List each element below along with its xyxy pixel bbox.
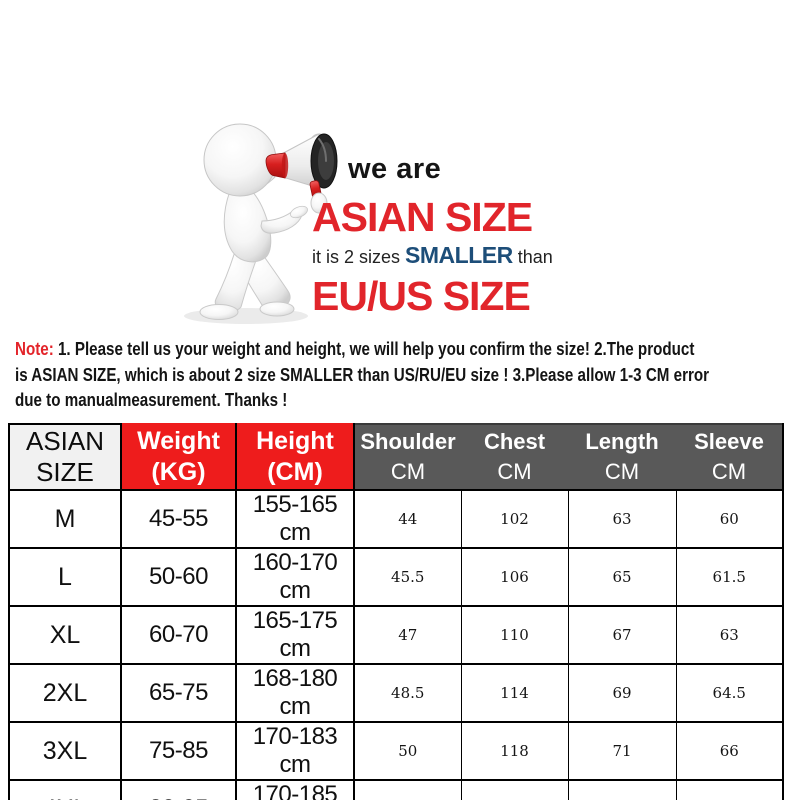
table-row: XL 60-70 165-175 cm 47 110 67 63: [8, 605, 784, 665]
table-header-row: ASIAN SIZE Weight (KG) Height (CM) Shoulder…: [8, 423, 784, 491]
note-label: Note:: [15, 338, 54, 359]
table-row: 4XL 80-95 170-185 cm 51.5 122 73 67.5: [8, 779, 784, 800]
size-cell: M: [8, 489, 122, 549]
weight-cell: 75-85: [120, 721, 237, 781]
table-row: L 50-60 160-170 cm 45.5 106 65 61.5: [8, 547, 784, 607]
col-header-asian-size: ASIAN SIZE: [8, 423, 122, 491]
size-table: ASIAN SIZE Weight (KG) Height (CM) Shoulder…: [8, 423, 784, 800]
sleeve-cell: 60: [675, 489, 784, 549]
hero-subtitle-emphasis: SMALLER: [405, 242, 513, 268]
hero-headline-asian-size: ASIAN SIZE: [312, 194, 533, 240]
weight-cell: 45-55: [120, 489, 237, 549]
shoulder-cell: 44: [353, 489, 462, 549]
shoulder-cell: 45.5: [353, 547, 462, 607]
col-header-length: Length CM: [568, 423, 676, 491]
sleeve-cell: 64.5: [675, 663, 784, 723]
chest-cell: 118: [460, 721, 569, 781]
table-row: 3XL 75-85 170-183 cm 50 118 71 66: [8, 721, 784, 781]
chest-cell: 122: [460, 779, 569, 800]
weight-cell: 65-75: [120, 663, 237, 723]
col-header-shoulder: Shoulder CM: [353, 423, 461, 491]
height-cell: 160-170 cm: [235, 547, 355, 607]
hero-headline-euus-size: EU/US SIZE: [312, 273, 531, 319]
chest-cell: 110: [460, 605, 569, 665]
col-header-chest: Chest CM: [461, 423, 568, 491]
shoulder-cell: 48.5: [353, 663, 462, 723]
hero-subtitle-suffix: than: [512, 247, 553, 267]
chest-cell: 114: [460, 663, 569, 723]
col-header-weight: Weight (KG): [120, 423, 237, 491]
weight-cell: 80-95: [120, 779, 237, 800]
hero-subtitle: it is 2 sizes SMALLER than: [312, 242, 612, 270]
sizing-note: Note: 1. Please tell us your weight and …: [15, 336, 799, 413]
col-header-sleeve: Sleeve CM: [676, 423, 784, 491]
sleeve-cell: 66: [675, 721, 784, 781]
length-cell: 69: [567, 663, 677, 723]
size-cell: 4XL: [8, 779, 122, 800]
height-cell: 170-185 cm: [235, 779, 355, 800]
length-cell: 63: [567, 489, 677, 549]
shoulder-cell: 51.5: [353, 779, 462, 800]
table-row: 2XL 65-75 168-180 cm 48.5 114 69 64.5: [8, 663, 784, 723]
height-cell: 155-165 cm: [235, 489, 355, 549]
hero-banner: we are ASIAN SIZE it is 2 sizes SMALLER …: [312, 152, 612, 319]
weight-cell: 50-60: [120, 547, 237, 607]
length-cell: 73: [567, 779, 677, 800]
size-cell: 3XL: [8, 721, 122, 781]
size-cell: 2XL: [8, 663, 122, 723]
length-cell: 67: [567, 605, 677, 665]
size-cell: L: [8, 547, 122, 607]
table-row: M 45-55 155-165 cm 44 102 63 60: [8, 489, 784, 549]
sleeve-cell: 67.5: [675, 779, 784, 800]
height-cell: 170-183 cm: [235, 721, 355, 781]
weight-cell: 60-70: [120, 605, 237, 665]
height-cell: 165-175 cm: [235, 605, 355, 665]
note-line-1: Note: 1. Please tell us your weight and …: [15, 338, 695, 359]
note-line-2: is ASIAN SIZE, which is about 2 size SMA…: [15, 363, 710, 385]
sleeve-cell: 61.5: [675, 547, 784, 607]
shoulder-cell: 50: [353, 721, 462, 781]
hero-kicker: we are: [348, 153, 442, 185]
height-cell: 168-180 cm: [235, 663, 355, 723]
length-cell: 65: [567, 547, 677, 607]
shoulder-cell: 47: [353, 605, 462, 665]
length-cell: 71: [567, 721, 677, 781]
sleeve-cell: 63: [675, 605, 784, 665]
size-cell: XL: [8, 605, 122, 665]
megaphone-figure-icon: [184, 123, 338, 324]
chest-cell: 106: [460, 547, 569, 607]
col-header-height: Height (CM): [235, 423, 355, 491]
chest-cell: 102: [460, 489, 569, 549]
note-line-3: due to manualmeasurement. Thanks !: [15, 389, 288, 410]
hero-subtitle-prefix: it is 2 sizes: [312, 247, 406, 267]
